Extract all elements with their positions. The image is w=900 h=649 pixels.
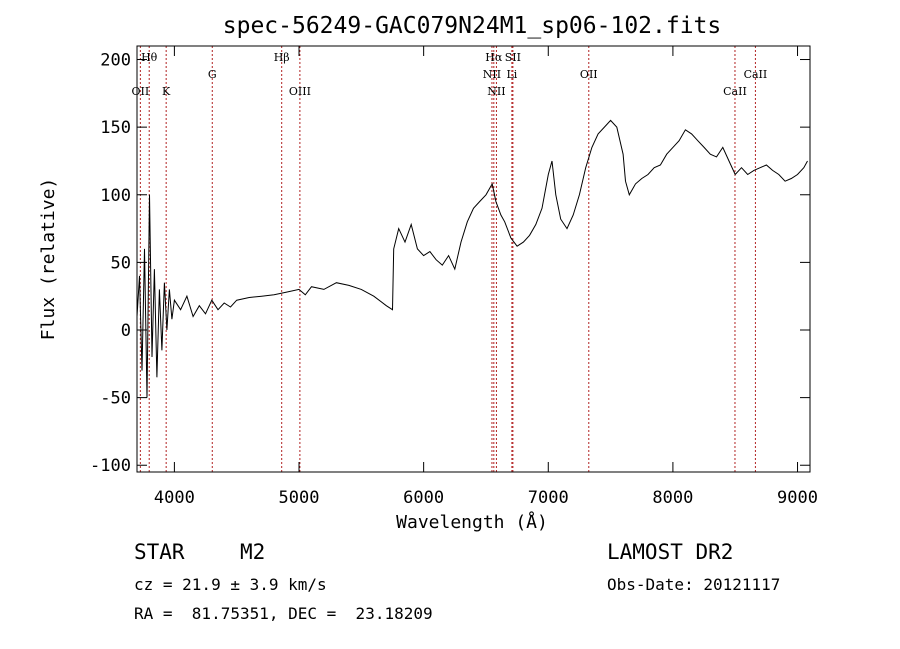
y-tick-label: 200 — [100, 51, 131, 71]
spectral-line-label: G — [208, 68, 217, 81]
x-tick-label: 5000 — [279, 488, 320, 508]
x-tick-label: 8000 — [652, 488, 693, 508]
spectral-line-label: Hβ — [274, 51, 290, 64]
x-tick-label: 4000 — [154, 488, 195, 508]
survey-name: LAMOST DR2 — [607, 540, 734, 564]
plot-frame — [136, 45, 811, 473]
y-axis-label: Flux (relative) — [38, 178, 59, 341]
spectral-line-label: OIII — [289, 85, 311, 98]
redshift-value: cz = 21.9 ± 3.9 km/s — [134, 575, 327, 594]
object-subclass: M2 — [240, 540, 266, 564]
x-tick-label: 9000 — [777, 488, 818, 508]
spectral-line-label: NII — [483, 68, 501, 81]
spectral-line-label: Hθ — [141, 51, 158, 64]
x-tick-label: 7000 — [528, 488, 569, 508]
spectral-line-label: OII — [580, 68, 598, 81]
y-tick-label: 150 — [100, 118, 131, 138]
y-tick-label: 100 — [100, 186, 131, 206]
spectral-line-label: OII — [132, 85, 150, 98]
y-tick-label: -100 — [90, 456, 131, 476]
spectral-line-label: NII — [487, 85, 505, 98]
x-axis-ticks: 4000 5000 6000 7000 8000 9000 — [154, 46, 818, 508]
y-tick-label: -50 — [100, 389, 131, 409]
spectral-line-label: K — [162, 85, 171, 98]
coordinates: RA = 81.75351, DEC = 23.18209 — [134, 604, 433, 623]
spectral-line-label: CaII — [744, 68, 768, 81]
chart-title: spec-56249-GAC079N24M1_sp06-102.fits — [223, 13, 722, 39]
observation-date: Obs-Date: 20121117 — [607, 575, 781, 594]
y-tick-label: 0 — [121, 321, 131, 341]
y-tick-label: 50 — [111, 253, 131, 273]
x-axis-label: Wavelength (Å) — [396, 511, 548, 533]
y-axis-ticks: -100 -50 0 50 100 150 200 — [90, 51, 810, 476]
spectral-line-label: Li — [506, 68, 517, 81]
x-tick-label: 6000 — [403, 488, 444, 508]
spectral-line-label: SII — [505, 51, 521, 64]
spectral-line-label: Hα — [485, 51, 503, 64]
object-class: STAR — [134, 540, 185, 564]
spectral-line-markers — [139, 46, 756, 472]
spectral-line-label: CaII — [723, 85, 747, 98]
spectrum-line — [136, 119, 808, 398]
